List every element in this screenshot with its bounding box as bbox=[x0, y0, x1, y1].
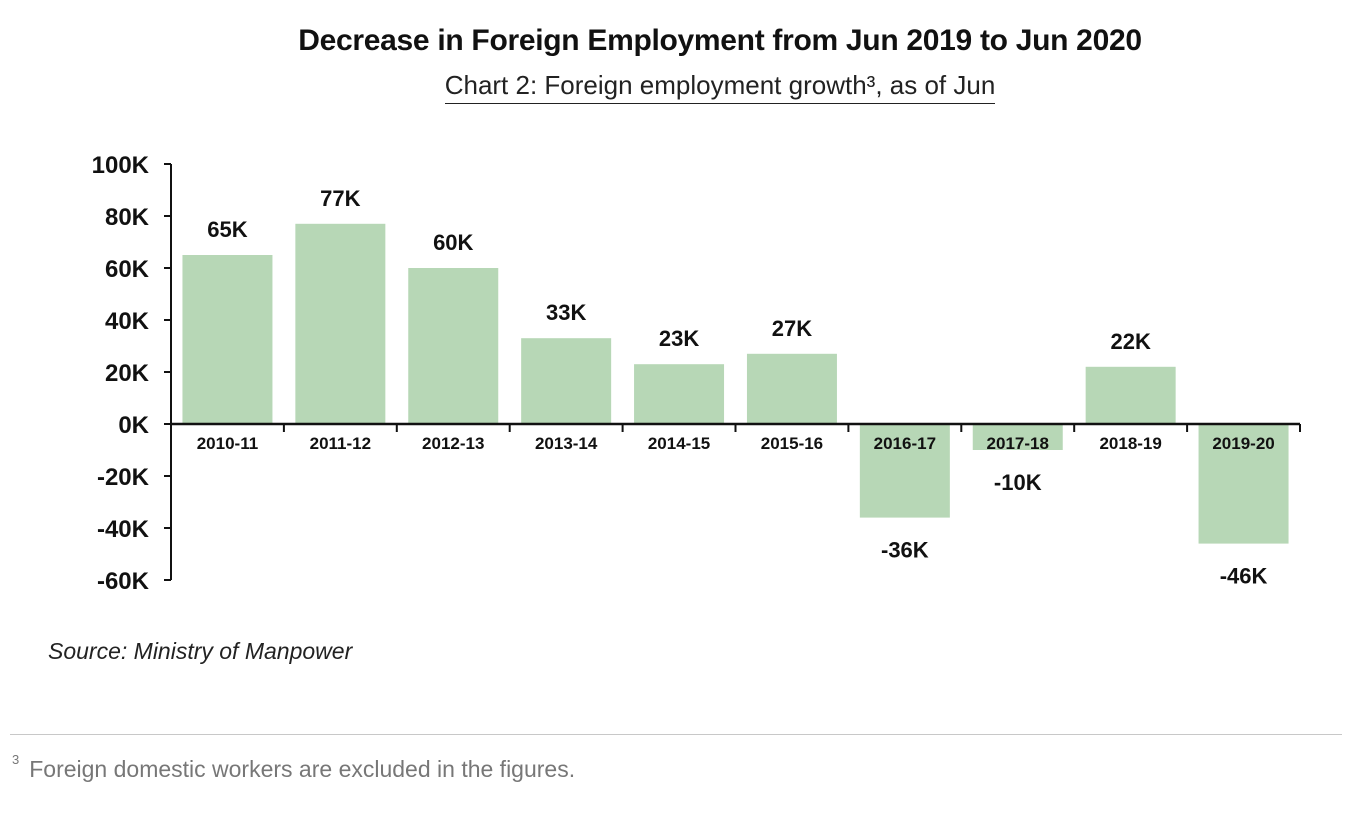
x-tick-label: 2015-16 bbox=[761, 434, 823, 453]
chart-subtitle: Chart 2: Foreign employment growth³, as … bbox=[444, 70, 996, 104]
y-tick-label: 80K bbox=[105, 204, 150, 231]
data-label: -10K bbox=[994, 470, 1042, 495]
bar-2014-15 bbox=[634, 364, 725, 424]
x-tick-label: 2014-15 bbox=[648, 434, 710, 453]
x-tick-label: 2017-18 bbox=[987, 434, 1049, 453]
bar-2015-16 bbox=[746, 353, 837, 424]
bar-2019-20 bbox=[1198, 424, 1289, 544]
chart-subtitle-wrap: Chart 2: Foreign employment growth³, as … bbox=[0, 70, 1350, 104]
data-label: -36K bbox=[881, 538, 929, 563]
y-tick-label: 40K bbox=[105, 308, 150, 335]
data-label: -46K bbox=[1220, 564, 1268, 589]
data-label: 60K bbox=[433, 230, 473, 255]
footnote-divider bbox=[10, 734, 1342, 735]
bar-2013-14 bbox=[521, 338, 612, 424]
bar-2012-13 bbox=[408, 268, 499, 424]
data-label: 27K bbox=[772, 316, 812, 341]
chart-title: Decrease in Foreign Employment from Jun … bbox=[298, 24, 1142, 57]
source-note: Source: Ministry of Manpower bbox=[48, 638, 353, 664]
footnote: 3 Foreign domestic workers are excluded i… bbox=[12, 752, 576, 783]
data-label: 22K bbox=[1110, 329, 1150, 354]
bar-2016-17 bbox=[859, 424, 950, 518]
y-tick-label: 60K bbox=[105, 256, 150, 283]
y-tick-label: 20K bbox=[105, 360, 150, 387]
x-tick-label: 2011-12 bbox=[310, 434, 371, 453]
y-axis: 100K 80K 60K 40K 20K 0K -20K -40K -60K bbox=[92, 152, 172, 595]
bars bbox=[182, 223, 1289, 544]
data-label: 77K bbox=[320, 186, 360, 211]
data-label: 65K bbox=[207, 217, 247, 242]
footnote-text: Foreign domestic workers are excluded in… bbox=[29, 756, 576, 782]
y-tick-label: 0K bbox=[118, 412, 149, 439]
data-label: 33K bbox=[546, 300, 586, 325]
x-tick-label: 2010-11 bbox=[197, 434, 258, 453]
y-tick-label: -60K bbox=[97, 568, 150, 595]
data-labels: 65K 77K 60K 33K 23K 27K -36K -10K 22K -46K bbox=[207, 186, 1267, 589]
y-tick-label: 100K bbox=[92, 152, 150, 179]
x-tick-label: 2012-13 bbox=[422, 434, 484, 453]
data-label: 23K bbox=[659, 326, 699, 351]
bar-2010-11 bbox=[182, 255, 273, 424]
x-tick-label: 2018-19 bbox=[1099, 434, 1161, 453]
x-tick-label: 2019-20 bbox=[1212, 434, 1274, 453]
bar-2011-12 bbox=[295, 223, 386, 424]
x-tick-label: 2016-17 bbox=[874, 434, 936, 453]
x-tick-label: 2013-14 bbox=[535, 434, 598, 453]
y-tick-label: -40K bbox=[97, 516, 150, 543]
bar-2018-19 bbox=[1085, 366, 1176, 424]
x-axis: 2010-11 2011-12 2012-13 2013-14 2014-15 2015-… bbox=[170, 422, 1301, 453]
bar-2017-18 bbox=[972, 424, 1063, 450]
footnote-marker: 3 bbox=[12, 752, 20, 768]
y-tick-label: -20K bbox=[97, 464, 150, 491]
